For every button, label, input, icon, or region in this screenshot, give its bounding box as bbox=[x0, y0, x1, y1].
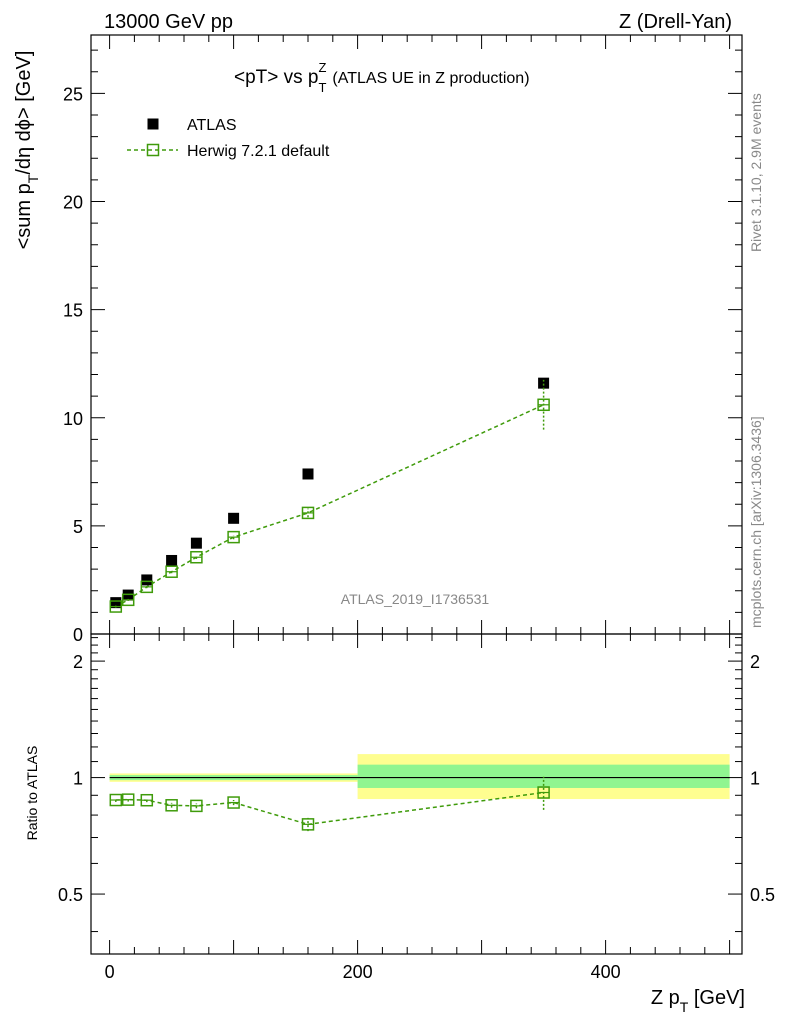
legend-atlas-marker bbox=[147, 118, 159, 130]
atlas-point bbox=[190, 537, 202, 549]
plot-title-sub: T bbox=[319, 80, 327, 95]
main-data bbox=[109, 377, 550, 613]
legend: ATLAS Herwig 7.2.1 default bbox=[127, 117, 330, 160]
herwig-line bbox=[115, 404, 544, 608]
mcplots-label: mcplots.cern.ch [arXiv:1306.3436] bbox=[748, 416, 764, 628]
atlas-point bbox=[538, 377, 550, 389]
ratio-point bbox=[140, 793, 154, 807]
main-y-tick-label: 15 bbox=[63, 301, 83, 321]
atlas-point bbox=[141, 574, 153, 586]
ratio-point bbox=[121, 793, 135, 806]
x-tick-label: 400 bbox=[591, 962, 621, 982]
rivet-label: Rivet 3.1.10, 2.9M events bbox=[748, 93, 764, 252]
x-tick-label: 200 bbox=[343, 962, 373, 982]
ratio-panel-frame bbox=[90, 633, 743, 955]
ratio-y-tick-label: 0.5 bbox=[58, 885, 83, 905]
main-y-tick-label: 5 bbox=[73, 517, 83, 537]
x-label-sub: T bbox=[680, 999, 689, 1015]
atlas-point bbox=[110, 597, 122, 609]
ratio-bands bbox=[109, 754, 730, 800]
ratio-point bbox=[190, 799, 203, 813]
main-y-label-sub: T bbox=[25, 174, 41, 183]
herwig-point bbox=[109, 600, 123, 613]
main-y-tick-label: 0 bbox=[73, 625, 83, 645]
ratio-y-tick-label: 1 bbox=[73, 769, 83, 789]
atlas-point bbox=[166, 554, 178, 566]
main-y-label-b: /dη dϕ> [GeV] bbox=[13, 51, 35, 175]
atlas-point bbox=[228, 512, 240, 524]
herwig-point bbox=[301, 506, 315, 520]
main-y-tick-label: 20 bbox=[63, 193, 83, 213]
plot-title-sup: Z bbox=[318, 60, 326, 75]
ratio-y-tick-label-right: 0.5 bbox=[750, 885, 775, 905]
herwig-point bbox=[537, 398, 550, 412]
main-y-axis-label: <sum pT/dη dϕ> [GeV] bbox=[13, 51, 41, 250]
ratio-point bbox=[109, 793, 123, 807]
plot-title: <pT> vs pTZ (ATLAS UE in Z production) bbox=[234, 60, 530, 95]
main-y-tick-label: 10 bbox=[63, 409, 83, 429]
ratio-y-tick-label: 2 bbox=[73, 652, 83, 672]
herwig-point bbox=[190, 550, 203, 564]
x-tick-label: 0 bbox=[105, 962, 115, 982]
ratio-point bbox=[227, 796, 240, 809]
analysis-id: ATLAS_2019_I1736531 bbox=[341, 591, 490, 607]
main-axes: 0 5 10 15 20 25 bbox=[63, 35, 742, 645]
header-right: Z (Drell-Yan) bbox=[619, 11, 732, 33]
x-label-b: [GeV] bbox=[688, 987, 745, 1009]
ratio-y-axis-label: Ratio to ATLAS bbox=[24, 746, 40, 841]
plot-title-suffix: (ATLAS UE in Z production) bbox=[332, 70, 529, 87]
ratio-band-inner bbox=[357, 764, 730, 788]
herwig-point bbox=[165, 565, 178, 578]
ratio-axes: 0.5 0.5 1 1 2 2 0 200 400 bbox=[58, 634, 775, 982]
x-axis-label: Z pT [GeV] bbox=[651, 987, 745, 1015]
main-y-label-a: <sum p bbox=[13, 183, 35, 249]
ratio-y-tick-label-right: 2 bbox=[750, 652, 760, 672]
plot-title-main: <pT> vs p bbox=[234, 67, 319, 88]
ratio-point bbox=[165, 799, 178, 812]
legend-herwig-label: Herwig 7.2.1 default bbox=[187, 143, 330, 160]
herwig-point bbox=[227, 530, 240, 544]
legend-herwig-marker bbox=[146, 143, 160, 157]
herwig-point bbox=[140, 580, 154, 594]
atlas-point bbox=[302, 468, 314, 480]
herwig-point bbox=[121, 593, 135, 607]
main-y-tick-label: 25 bbox=[63, 84, 83, 104]
x-label-a: Z p bbox=[651, 987, 680, 1009]
ratio-y-tick-label-right: 1 bbox=[750, 769, 760, 789]
ratio-point bbox=[537, 786, 550, 799]
header-left: 13000 GeV pp bbox=[104, 11, 233, 33]
ratio-data bbox=[109, 776, 550, 832]
legend-atlas-label: ATLAS bbox=[187, 117, 237, 134]
ratio-point bbox=[301, 818, 315, 831]
